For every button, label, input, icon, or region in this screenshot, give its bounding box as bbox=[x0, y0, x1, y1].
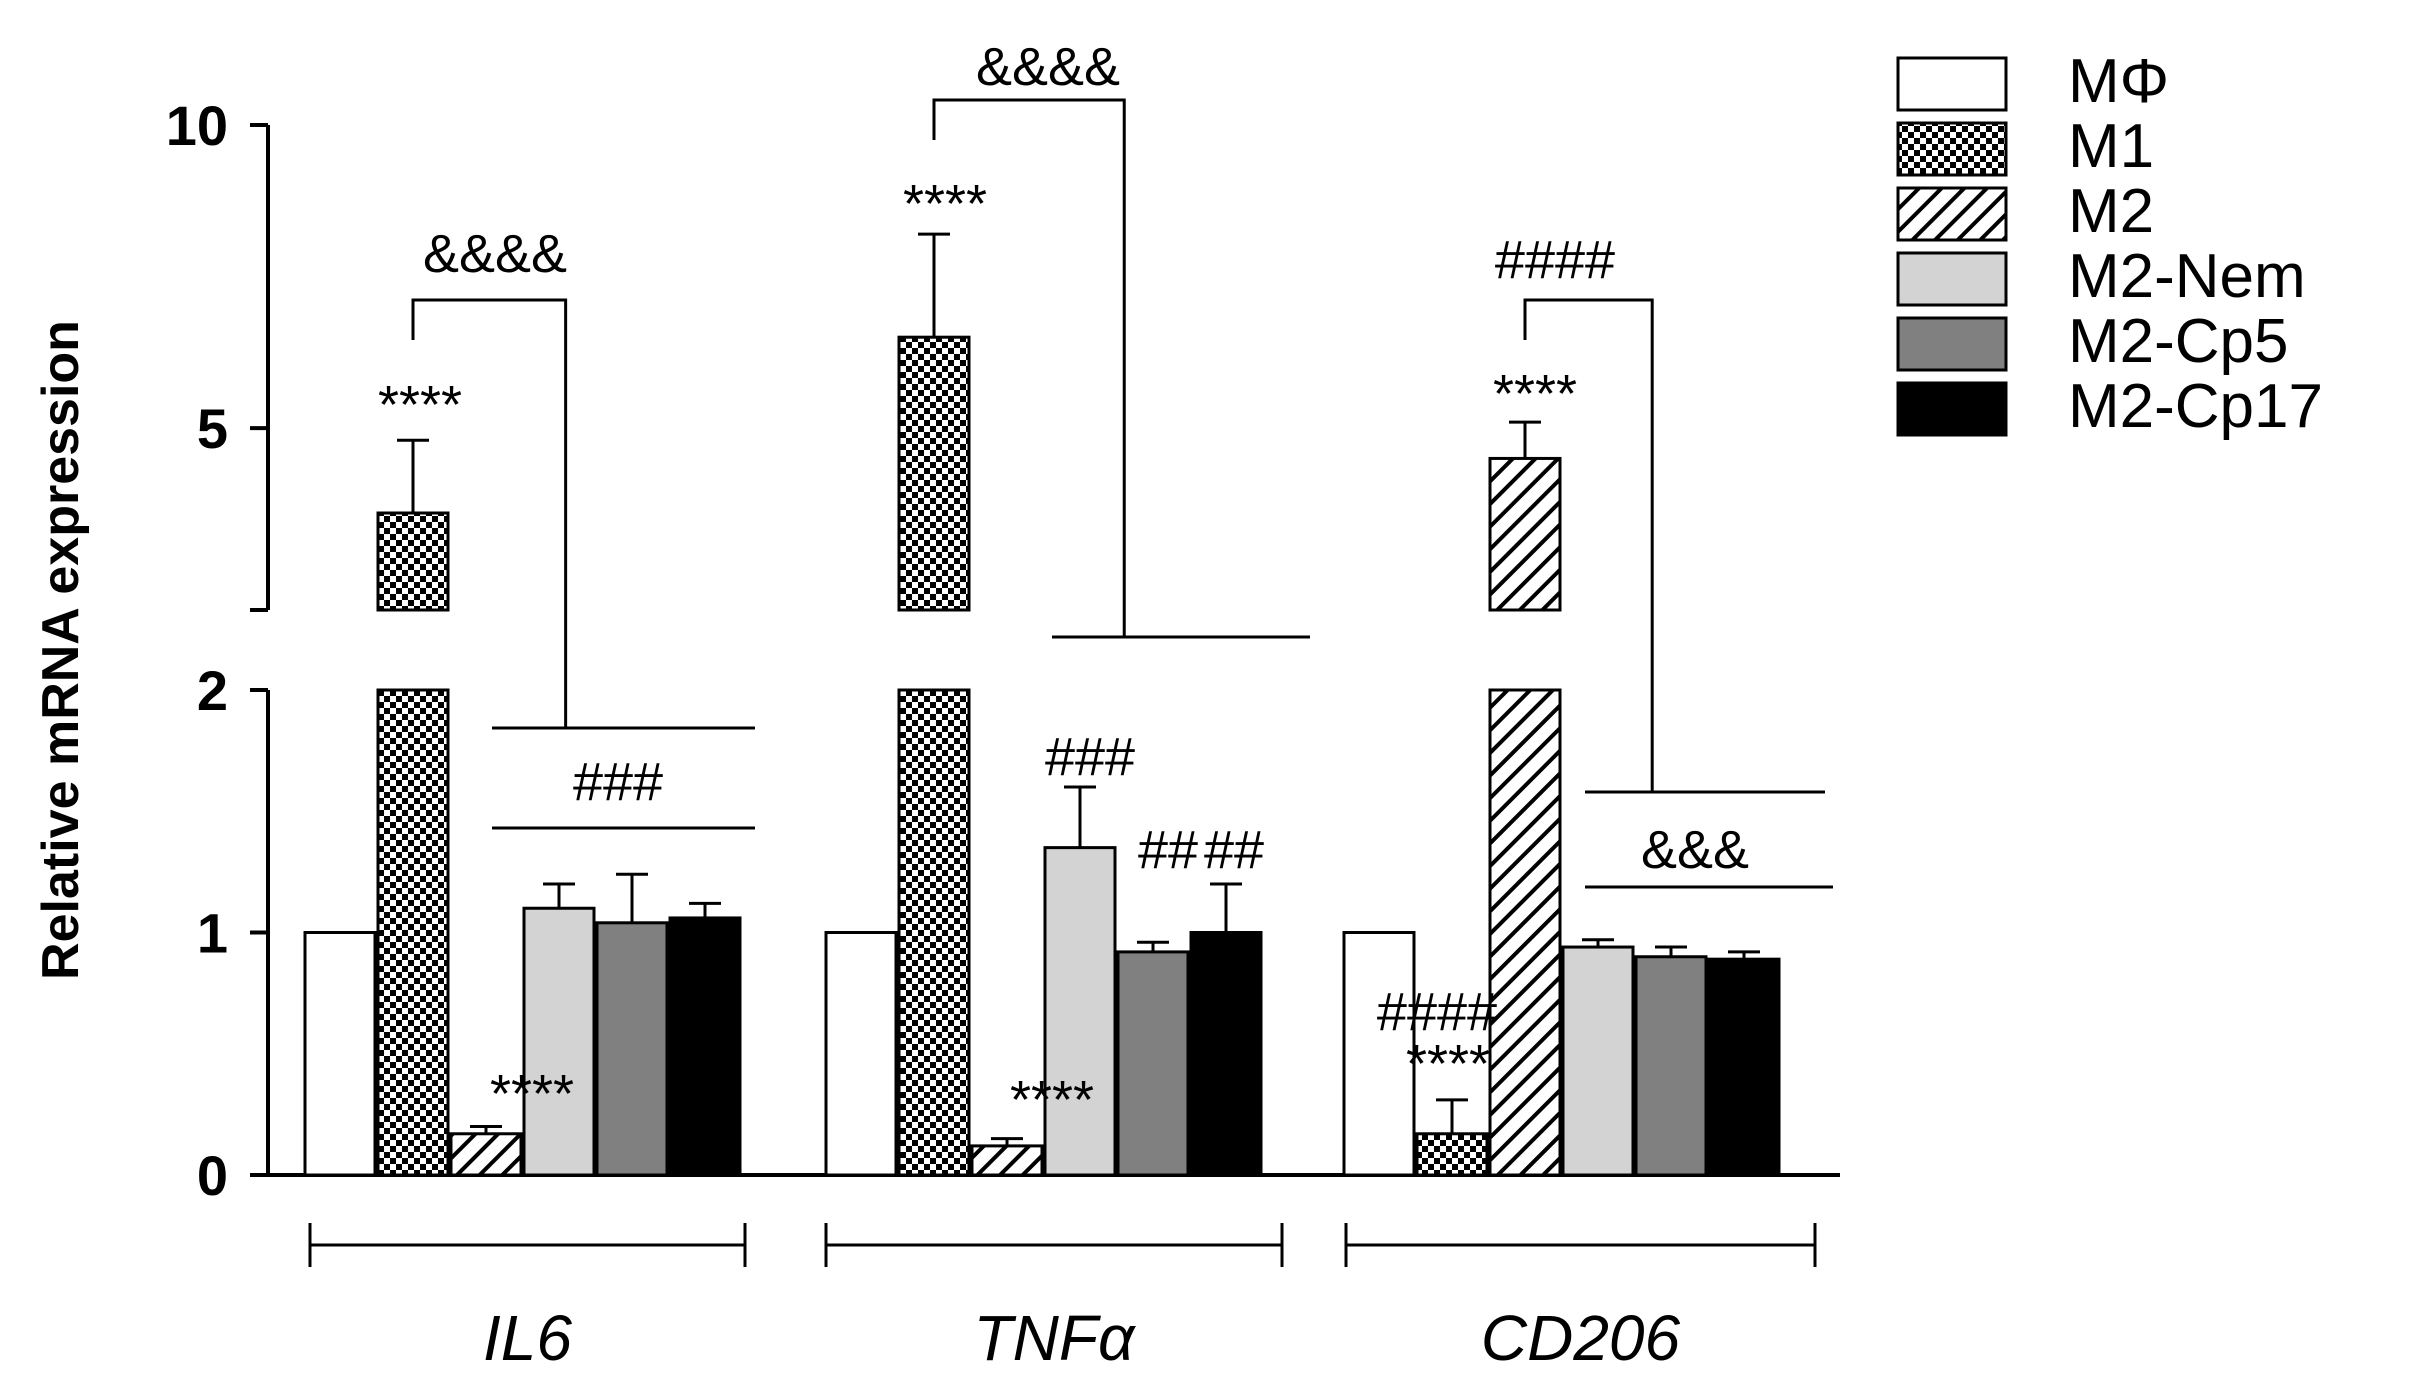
significance-annotation: ### bbox=[573, 752, 663, 812]
significance-annotation: **** bbox=[490, 1064, 574, 1124]
legend-swatch bbox=[1896, 121, 2008, 177]
y-tick-label: 0 bbox=[197, 1144, 228, 1207]
y-tick-label: 5 bbox=[197, 397, 228, 460]
bar bbox=[1189, 931, 1263, 1177]
significance-annotation: ## bbox=[1138, 820, 1198, 880]
bar bbox=[522, 906, 596, 1177]
bar bbox=[376, 688, 450, 1177]
significance-annotation: ## bbox=[1204, 820, 1264, 880]
bars bbox=[303, 232, 1781, 1177]
legend-swatch bbox=[1896, 251, 2008, 307]
bar bbox=[1116, 950, 1190, 1177]
significance-annotation: &&&& bbox=[976, 37, 1120, 97]
bar bbox=[1707, 957, 1781, 1177]
y-axis-label: Relative mRNA expression bbox=[32, 320, 90, 980]
category-label: TNFα bbox=[974, 1302, 1136, 1374]
legend-swatch bbox=[1896, 381, 2008, 437]
bar bbox=[1488, 688, 1562, 1177]
legend-entry: M2 bbox=[2068, 177, 2154, 246]
bar bbox=[376, 511, 450, 612]
significance-annotation: &&& bbox=[1641, 820, 1749, 880]
bar bbox=[970, 1144, 1044, 1177]
bar bbox=[897, 688, 971, 1177]
bar bbox=[824, 931, 898, 1177]
bar bbox=[595, 921, 669, 1177]
legend-swatch bbox=[1896, 186, 2008, 242]
bar bbox=[897, 335, 971, 612]
legend-entry: MΦ bbox=[2068, 47, 2169, 116]
bar bbox=[1342, 931, 1416, 1177]
category-label: IL6 bbox=[483, 1302, 572, 1374]
legend-entry: M2-Cp5 bbox=[2068, 307, 2289, 376]
bar bbox=[1634, 955, 1708, 1177]
category-label: CD206 bbox=[1481, 1302, 1681, 1374]
comparison-bracket bbox=[1523, 298, 1654, 792]
bar bbox=[1561, 945, 1635, 1177]
y-tick-label: 10 bbox=[166, 94, 228, 157]
bar bbox=[1415, 1132, 1489, 1177]
significance-annotation: **** bbox=[1493, 364, 1577, 424]
legend-entry: M2-Nem bbox=[2068, 242, 2306, 311]
annotations: ********&&&&###********&&&&##### ##****##… bbox=[378, 37, 1749, 1130]
significance-annotation: **** bbox=[903, 174, 987, 234]
significance-annotation: **** bbox=[1010, 1070, 1094, 1130]
significance-annotation: #### bbox=[1377, 982, 1497, 1042]
comparison-bracket bbox=[932, 98, 1126, 637]
y-tick-label: 1 bbox=[197, 902, 228, 965]
legend-swatch bbox=[1896, 316, 2008, 372]
significance-annotation: **** bbox=[1406, 1034, 1490, 1094]
comparison-brackets: IL6 TNFα CD206 bbox=[308, 98, 1833, 1374]
y-tick-label: 2 bbox=[197, 659, 228, 722]
significance-annotation: **** bbox=[378, 375, 462, 435]
bar bbox=[668, 916, 742, 1177]
significance-annotation: #### bbox=[1495, 230, 1615, 290]
legend-entry: M2-Cp17 bbox=[2068, 372, 2323, 441]
bar bbox=[449, 1132, 523, 1177]
legend-swatch bbox=[1896, 56, 2008, 112]
significance-annotation: ### bbox=[1045, 727, 1135, 787]
comparison-bracket bbox=[411, 298, 568, 728]
legend-entry: M1 bbox=[2068, 112, 2154, 181]
significance-annotation: &&&& bbox=[423, 224, 567, 284]
bar bbox=[303, 931, 377, 1177]
bar bbox=[1488, 456, 1562, 612]
